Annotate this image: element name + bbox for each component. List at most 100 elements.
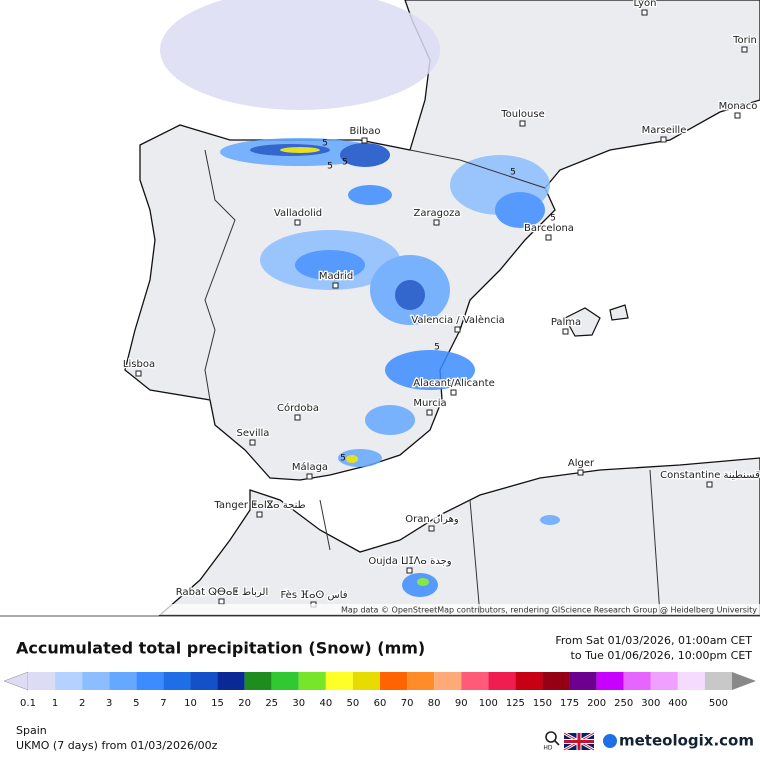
scale-swatch xyxy=(55,672,83,690)
language-flag[interactable] xyxy=(563,731,595,752)
scale-label: 300 xyxy=(641,698,660,709)
scale-label: 250 xyxy=(614,698,633,709)
city-marker xyxy=(135,370,142,377)
zoom-icon[interactable] xyxy=(545,731,557,743)
city-marker xyxy=(256,511,263,518)
city-marker xyxy=(306,473,313,480)
contour-label: 5 xyxy=(342,158,348,168)
contour-label: 5 xyxy=(340,454,346,464)
scale-label: 70 xyxy=(401,698,414,709)
scale-label: 500 xyxy=(709,698,728,709)
city-marker xyxy=(294,414,301,421)
city-label: Zaragoza xyxy=(413,208,460,219)
brand-logo xyxy=(603,734,617,748)
scale-label: 5 xyxy=(133,698,139,709)
hd-label: HD xyxy=(543,745,553,752)
scale-swatch xyxy=(352,672,380,690)
city-marker xyxy=(641,9,648,16)
island-sardinia xyxy=(609,304,629,321)
city-label: Córdoba xyxy=(277,402,319,414)
scale-label: 7 xyxy=(160,698,166,709)
island-mallorca xyxy=(564,307,601,337)
scale-swatch xyxy=(542,672,570,690)
city-marker xyxy=(218,598,225,605)
scale-swatch xyxy=(163,672,191,690)
land-africa xyxy=(158,457,760,616)
city-label: Palma xyxy=(551,317,581,328)
scale-swatch xyxy=(136,672,164,690)
city-marker xyxy=(577,469,584,476)
city-marker xyxy=(660,136,667,143)
brand[interactable]: meteologix.com xyxy=(619,732,754,750)
city-label: Valencia / València xyxy=(411,314,504,326)
city-label: Murcia xyxy=(413,398,446,409)
scale-label: 150 xyxy=(533,698,552,709)
scale-label: 30 xyxy=(292,698,305,709)
scale-swatch xyxy=(271,672,299,690)
scale-label: 2 xyxy=(79,698,85,709)
scale-swatch xyxy=(298,672,326,690)
city-label: Tanger ⵟⴰⵏⴵⴰ طنجة xyxy=(213,500,305,511)
contour-label: 5 xyxy=(434,343,440,353)
scale-swatch xyxy=(515,672,543,690)
period-from: From Sat 01/03/2026, 01:00am CET xyxy=(555,634,752,647)
scale-swatch xyxy=(244,672,272,690)
city-marker xyxy=(433,219,440,226)
borders xyxy=(204,149,661,616)
city-label: Barcelona xyxy=(524,223,574,234)
model: UKMO (7 days) from 01/03/2026/00z xyxy=(16,739,218,752)
scale-swatch xyxy=(461,672,489,690)
attribution: Map data © OpenStreetMap contributors, r… xyxy=(341,606,757,615)
scale-swatch xyxy=(623,672,651,690)
scale-swatch xyxy=(434,672,462,690)
scale-label: 90 xyxy=(455,698,468,709)
scale-label: 0.1 xyxy=(20,698,36,709)
city-marker xyxy=(361,137,368,144)
scale-swatch xyxy=(190,672,218,690)
scale-label: 40 xyxy=(319,698,332,709)
city-marker xyxy=(562,328,569,335)
city-marker xyxy=(450,389,457,396)
city-label: Monaco xyxy=(719,101,758,112)
scale-label: 50 xyxy=(347,698,360,709)
city-label: Fès ⴼⴰⵙ فاس xyxy=(280,589,347,601)
city-label: Bilbao xyxy=(349,126,380,137)
city-marker xyxy=(428,525,435,532)
city-marker xyxy=(454,326,461,333)
scale-label: 1 xyxy=(52,698,58,709)
city-label: Torin xyxy=(732,35,757,46)
city-marker xyxy=(706,481,713,488)
zoom-icon-handle xyxy=(554,740,560,746)
city-label: Rabat ⵕⴱⴰⵟ الرباط xyxy=(176,587,268,598)
city-label: Toulouse xyxy=(500,109,544,120)
city-marker xyxy=(545,234,552,241)
scale-label: 20 xyxy=(238,698,251,709)
period-to: to Tue 01/06/2026, 10:00pm CET xyxy=(571,649,753,662)
scale-swatch xyxy=(109,672,137,690)
scale-arrow-right xyxy=(732,672,756,690)
contour-label: 5 xyxy=(510,168,516,178)
map: Lyon Torin Monaco Toulouse Marseille Bilbao Za… xyxy=(122,0,760,616)
city-label: Alacant/Alicante xyxy=(413,378,494,389)
scale-swatch xyxy=(677,672,705,690)
scale-label: 10 xyxy=(184,698,197,709)
scale-swatch xyxy=(650,672,678,690)
city-label: Constantine قسنطينة xyxy=(660,470,760,481)
contour-label: 5 xyxy=(327,162,333,172)
scale-swatch xyxy=(380,672,408,690)
scale-label: 15 xyxy=(211,698,224,709)
city-label: Madrid xyxy=(319,271,353,282)
scale-label: 175 xyxy=(560,698,579,709)
scale-label: 25 xyxy=(265,698,278,709)
city-marker xyxy=(406,567,413,574)
region: Spain xyxy=(16,724,47,737)
scale-swatch xyxy=(217,672,245,690)
contour-label: 5 xyxy=(322,139,328,149)
city-marker xyxy=(332,282,339,289)
color-scale: 0.1 1 2 3 5 7 10 15 20 25 30 40 50 60 70 80 90 100 125 150 1… xyxy=(3,671,756,709)
scale-swatch xyxy=(488,672,516,690)
city-marker xyxy=(294,219,301,226)
city-label: Valladolid xyxy=(274,208,322,219)
scale-label: 100 xyxy=(479,698,498,709)
